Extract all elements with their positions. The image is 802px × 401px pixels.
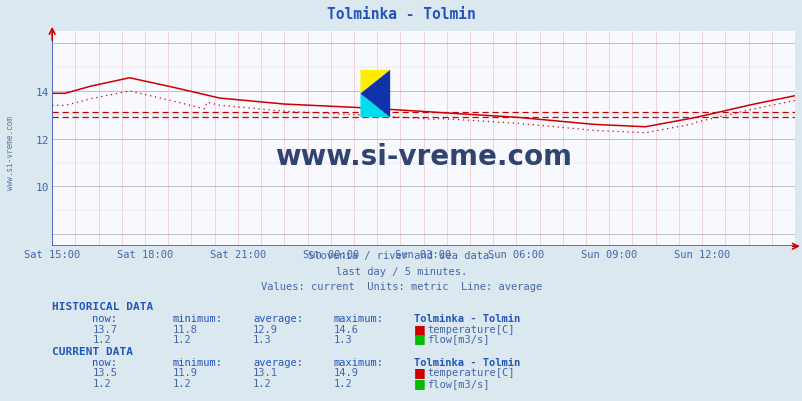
Text: flow[m3/s]: flow[m3/s]	[427, 378, 489, 388]
Text: 11.8: 11.8	[172, 324, 197, 334]
Text: www.si-vreme.com: www.si-vreme.com	[6, 115, 15, 189]
Text: temperature[C]: temperature[C]	[427, 367, 514, 377]
Text: ■: ■	[413, 322, 425, 335]
Text: average:: average:	[253, 314, 302, 324]
Text: 13.7: 13.7	[92, 324, 117, 334]
Text: CURRENT DATA: CURRENT DATA	[52, 346, 133, 356]
Text: ■: ■	[413, 376, 425, 389]
Text: minimum:: minimum:	[172, 357, 222, 367]
Text: maximum:: maximum:	[333, 357, 383, 367]
Text: 1.3: 1.3	[253, 334, 271, 344]
Text: temperature[C]: temperature[C]	[427, 324, 514, 334]
Text: average:: average:	[253, 357, 302, 367]
Text: now:: now:	[92, 314, 117, 324]
Text: now:: now:	[92, 357, 117, 367]
Text: 1.2: 1.2	[92, 334, 111, 344]
Text: HISTORICAL DATA: HISTORICAL DATA	[52, 302, 153, 312]
Text: minimum:: minimum:	[172, 314, 222, 324]
Text: Tolminka - Tolmin: Tolminka - Tolmin	[413, 357, 519, 367]
Text: Tolminka - Tolmin: Tolminka - Tolmin	[326, 7, 476, 22]
Polygon shape	[360, 71, 390, 118]
Text: flow[m3/s]: flow[m3/s]	[427, 334, 489, 344]
Text: last day / 5 minutes.: last day / 5 minutes.	[335, 266, 467, 276]
Text: 14.6: 14.6	[333, 324, 358, 334]
Text: 13.5: 13.5	[92, 367, 117, 377]
Text: ■: ■	[413, 365, 425, 378]
Polygon shape	[360, 71, 390, 94]
Text: maximum:: maximum:	[333, 314, 383, 324]
Polygon shape	[360, 94, 390, 118]
Text: 1.2: 1.2	[253, 378, 271, 388]
Text: 1.2: 1.2	[172, 334, 191, 344]
Text: ■: ■	[413, 332, 425, 344]
Text: Values: current  Units: metric  Line: average: Values: current Units: metric Line: aver…	[261, 281, 541, 291]
Text: 13.1: 13.1	[253, 367, 277, 377]
Text: Tolminka - Tolmin: Tolminka - Tolmin	[413, 314, 519, 324]
Text: www.si-vreme.com: www.si-vreme.com	[275, 142, 571, 170]
Text: 1.2: 1.2	[92, 378, 111, 388]
Text: 1.3: 1.3	[333, 334, 351, 344]
Text: Slovenia / river and sea data.: Slovenia / river and sea data.	[307, 251, 495, 261]
Text: 12.9: 12.9	[253, 324, 277, 334]
Text: 1.2: 1.2	[172, 378, 191, 388]
Text: 1.2: 1.2	[333, 378, 351, 388]
Text: 14.9: 14.9	[333, 367, 358, 377]
Text: 11.9: 11.9	[172, 367, 197, 377]
